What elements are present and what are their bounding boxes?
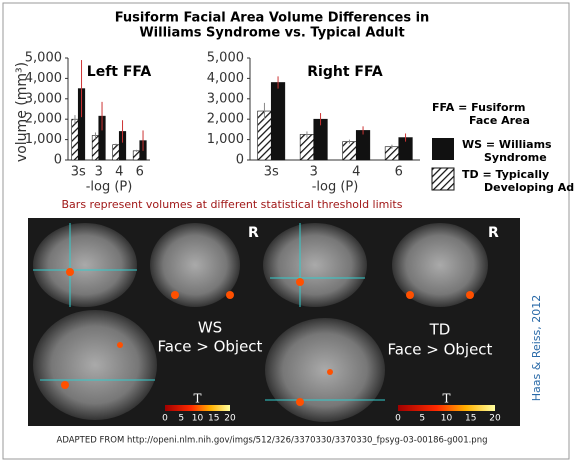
colorbar-tick-label: 5 bbox=[419, 414, 425, 424]
bar bbox=[270, 82, 286, 161]
y-axis-label: volume (mm³) bbox=[14, 62, 30, 162]
y-tick-label: 1,000 bbox=[25, 132, 62, 147]
colorbar-tick-label: 0 bbox=[162, 414, 168, 424]
chart-title: Right FFA bbox=[307, 64, 383, 80]
source: ADAPTED FROM http://openi.nlm.nih.gov/im… bbox=[57, 436, 488, 446]
colorbar-tick-label: 10 bbox=[192, 414, 204, 424]
bar bbox=[112, 144, 120, 161]
y-tick-label: 3,000 bbox=[25, 91, 62, 106]
x-tick-label: 3 bbox=[95, 165, 103, 180]
y-tick-label: 4,000 bbox=[207, 71, 244, 86]
legend-note: FFA = Fusiform Face Area bbox=[432, 101, 530, 127]
panel-contrast: Face > Object bbox=[388, 341, 493, 359]
title-line: Williams Syndrome vs. Typical Adult bbox=[139, 26, 404, 41]
colorbar-label: T bbox=[193, 392, 201, 406]
colorbar bbox=[165, 405, 230, 411]
y-tick-label: 1,000 bbox=[207, 132, 244, 147]
colorbar-tick-label: 20 bbox=[224, 414, 236, 424]
colorbar-tick-label: 15 bbox=[208, 414, 219, 424]
y-tick-label: 0 bbox=[54, 153, 62, 168]
legend-swatch bbox=[432, 138, 454, 160]
legend-label: WS = Williams Syndrome bbox=[462, 138, 552, 164]
x-tick-label: 4 bbox=[352, 165, 360, 180]
y-tick-label: 3,000 bbox=[207, 91, 244, 106]
title-line: Fusiform Facial Area Volume Differences … bbox=[115, 11, 430, 26]
chart-title: Left FFA bbox=[87, 64, 152, 80]
colorbar bbox=[398, 405, 495, 411]
orientation-label: R bbox=[488, 225, 499, 241]
y-tick-label: 5,000 bbox=[25, 51, 62, 66]
credit: Haas & Reiss, 2012 bbox=[530, 295, 543, 401]
colorbar-tick-label: 5 bbox=[178, 414, 184, 424]
colorbar-label: T bbox=[442, 392, 450, 406]
bar bbox=[355, 130, 371, 161]
y-tick-label: 5,000 bbox=[207, 51, 244, 66]
orientation-label: R bbox=[248, 225, 259, 241]
panel-group: WS bbox=[198, 319, 222, 337]
brain-images bbox=[33, 223, 488, 422]
bar bbox=[91, 135, 100, 161]
x-axis-label: -log (P) bbox=[312, 180, 359, 195]
y-tick-label: 2,000 bbox=[25, 112, 62, 127]
y-tick-label: 2,000 bbox=[207, 112, 244, 127]
colorbar-tick-label: 0 bbox=[395, 414, 401, 424]
x-tick-label: 4 bbox=[115, 165, 123, 180]
x-tick-label: 6 bbox=[395, 165, 403, 180]
x-tick-label: 3s bbox=[264, 165, 279, 180]
legend-swatch bbox=[431, 167, 455, 191]
x-tick-label: 3s bbox=[71, 165, 86, 180]
x-tick-label: 6 bbox=[136, 165, 144, 180]
colorbar-tick-label: 20 bbox=[489, 414, 501, 424]
bar bbox=[342, 141, 357, 161]
x-axis-label: -log (P) bbox=[86, 180, 133, 195]
y-tick-label: 0 bbox=[236, 153, 244, 168]
x-tick-label: 3 bbox=[310, 165, 318, 180]
note: Bars represent volumes at different stat… bbox=[62, 198, 403, 211]
y-tick-label: 4,000 bbox=[25, 71, 62, 86]
colorbar-tick-label: 15 bbox=[465, 414, 476, 424]
legend: FFA = Fusiform Face Area WS = Williams Syn… bbox=[431, 101, 575, 194]
colorbar-tick-label: 10 bbox=[441, 414, 453, 424]
panel-group: TD bbox=[429, 321, 451, 339]
panel-contrast: Face > Object bbox=[158, 338, 263, 356]
bar bbox=[132, 150, 141, 161]
bar bbox=[299, 134, 315, 161]
bar bbox=[71, 118, 79, 161]
